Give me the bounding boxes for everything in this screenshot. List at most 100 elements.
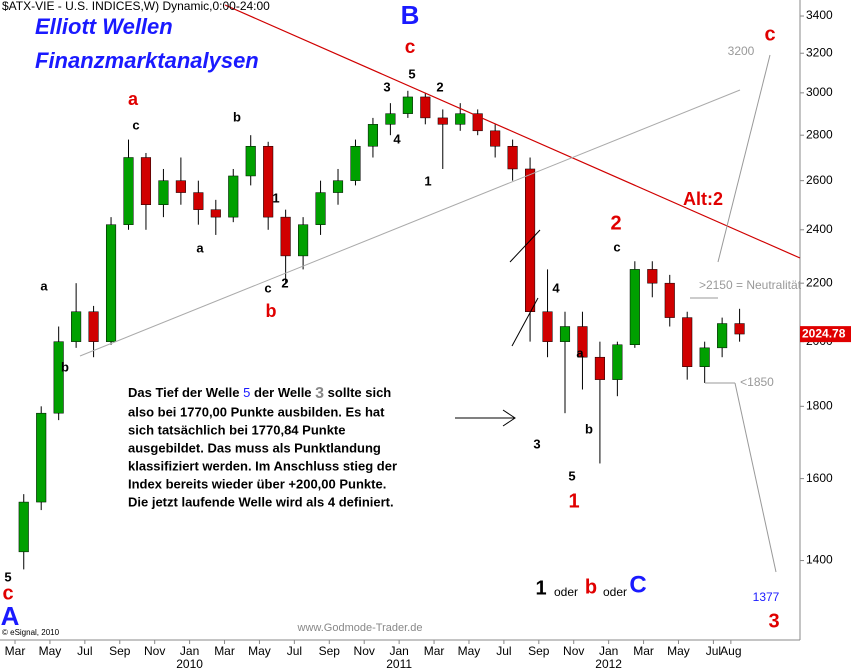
- wave-label: 1377: [753, 590, 780, 604]
- candle-body: [263, 145, 274, 218]
- candle-body: [210, 209, 221, 218]
- y-tick-label: 2800: [806, 127, 833, 141]
- wave-label: 5: [4, 569, 11, 584]
- candle-body: [629, 269, 640, 345]
- wave-label: 3: [533, 436, 540, 451]
- x-year-label: 2011: [386, 657, 412, 671]
- x-tick-label: Mar: [214, 644, 235, 658]
- wave-label: a: [40, 278, 48, 293]
- y-tick-label: 2600: [806, 173, 833, 187]
- website: www.Godmode-Trader.de: [297, 622, 423, 634]
- candle-body: [647, 269, 658, 284]
- last-price-box: [800, 326, 851, 343]
- wave-label: A: [1, 601, 20, 631]
- candle-body: [385, 113, 396, 125]
- wave-label: 4: [552, 280, 560, 295]
- wave-label: 2: [436, 79, 443, 94]
- brand-line: Finanzmarktanalysen: [35, 48, 259, 73]
- x-tick-label: Mar: [633, 644, 654, 658]
- candle-body: [455, 113, 466, 125]
- candle-body: [88, 311, 99, 342]
- commentary-line: Das Tief der Welle 5 der Welle 3 sollte …: [128, 385, 391, 402]
- copyright: © eSignal, 2010: [2, 628, 60, 637]
- wave-label: B: [401, 0, 420, 30]
- y-tick-label: 1400: [806, 553, 833, 567]
- candle-body: [717, 323, 728, 349]
- x-tick-label: Nov: [144, 644, 165, 658]
- wave-label: c: [132, 117, 139, 132]
- candle-body: [193, 192, 204, 210]
- candle-body: [105, 224, 117, 342]
- candle-body: [228, 175, 239, 218]
- wave-label: c: [2, 582, 13, 604]
- x-tick-label: Jul: [706, 644, 721, 658]
- x-tick-label: Sep: [528, 644, 550, 658]
- wave-label: c: [405, 37, 416, 58]
- candle-body: [682, 317, 693, 367]
- wave-label: 3: [383, 79, 390, 94]
- x-tick-label: Jul: [77, 644, 92, 658]
- candle-body: [542, 311, 553, 342]
- candle-body: [123, 157, 134, 225]
- wave-number: 5: [243, 385, 250, 400]
- support-trendline: [79, 89, 741, 357]
- candle-body: [18, 501, 29, 553]
- candle-body: [559, 326, 571, 342]
- x-tick-label: Nov: [563, 644, 584, 658]
- candle-body: [612, 344, 623, 380]
- commentary: also bei 1770,00 Punkte ausbilden. Es ha…: [128, 404, 397, 509]
- text: der Welle: [250, 385, 315, 400]
- y-tick-label: 1600: [806, 471, 833, 485]
- x-tick-label: Jul: [496, 644, 511, 658]
- candle-body: [350, 145, 361, 181]
- x-tick-label: Mar: [5, 644, 26, 658]
- resistance-trendline: [224, 4, 801, 259]
- wave-label: >2150 = Neutralität: [699, 278, 802, 292]
- candle-body: [402, 96, 413, 114]
- wave-label: oder: [554, 585, 578, 599]
- wave-label: 2: [610, 212, 621, 234]
- wave-label: 5: [408, 66, 415, 81]
- wave-label: 3200: [728, 44, 755, 58]
- candle-body: [245, 145, 256, 177]
- wave-label: a: [196, 240, 204, 255]
- commentary-line: ausgebildet. Das muss als Punktlandung: [128, 440, 381, 455]
- channel-line: [509, 229, 541, 263]
- x-tick-label: Aug: [720, 644, 741, 658]
- wave-label: 1: [272, 190, 279, 205]
- text: sollte sich: [324, 385, 391, 400]
- wave-label: 5: [568, 468, 575, 483]
- x-tick-label: May: [667, 644, 690, 658]
- x-tick-label: Sep: [319, 644, 341, 658]
- y-tick-label: 2400: [806, 222, 833, 236]
- wave-label: Alt:2: [683, 189, 723, 209]
- chart-header: $ATX-VIE - U.S. INDICES,W) Dynamic,0:00-…: [2, 0, 270, 13]
- candle-body: [332, 180, 344, 193]
- x-tick-label: Sep: [109, 644, 131, 658]
- arrow: [455, 409, 516, 427]
- y-tick-label: 2200: [806, 275, 833, 289]
- brand-line: Elliott Wellen: [35, 14, 173, 39]
- wave-label: c: [264, 280, 271, 295]
- x-tick-label: Nov: [354, 644, 375, 658]
- wave-label: 1: [424, 173, 431, 188]
- y-tick-label: 1800: [806, 398, 833, 412]
- x-tick-label: Jan: [599, 644, 618, 658]
- commentary-line: Die jetzt laufende Welle wird als 4 defi…: [128, 494, 394, 509]
- candle-body: [158, 180, 169, 205]
- x-tick-label: Jan: [389, 644, 408, 658]
- candle-body: [490, 130, 501, 147]
- commentary-line: Index bereits wieder über +200,00 Punkte…: [128, 476, 386, 491]
- candle-body: [367, 124, 378, 147]
- text: Das Tief der Welle: [128, 385, 243, 400]
- wave-label: b: [233, 109, 241, 124]
- commentary-line: klassifiziert werden. Im Anschluss stieg…: [128, 458, 397, 473]
- wave-label: b: [266, 301, 277, 321]
- candle-body: [53, 341, 64, 414]
- y-tick-label: 3200: [806, 45, 833, 59]
- x-tick-label: May: [458, 644, 481, 658]
- candle-body: [734, 323, 745, 335]
- target-line-up: [717, 54, 771, 263]
- channel-line: [511, 297, 539, 347]
